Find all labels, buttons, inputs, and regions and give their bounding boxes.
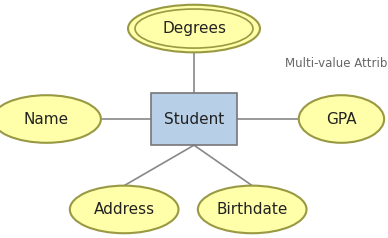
Text: Student: Student: [164, 111, 224, 127]
Ellipse shape: [198, 186, 307, 233]
Text: GPA: GPA: [326, 111, 357, 127]
Text: Birthdate: Birthdate: [217, 202, 288, 217]
Ellipse shape: [0, 95, 101, 143]
Text: Address: Address: [94, 202, 155, 217]
Ellipse shape: [135, 9, 253, 48]
Text: Multi-value Attribute: Multi-value Attribute: [285, 57, 388, 69]
Text: Name: Name: [24, 111, 69, 127]
FancyBboxPatch shape: [151, 93, 237, 145]
Ellipse shape: [299, 95, 384, 143]
Ellipse shape: [128, 5, 260, 52]
Ellipse shape: [70, 186, 178, 233]
Text: Degrees: Degrees: [162, 21, 226, 36]
